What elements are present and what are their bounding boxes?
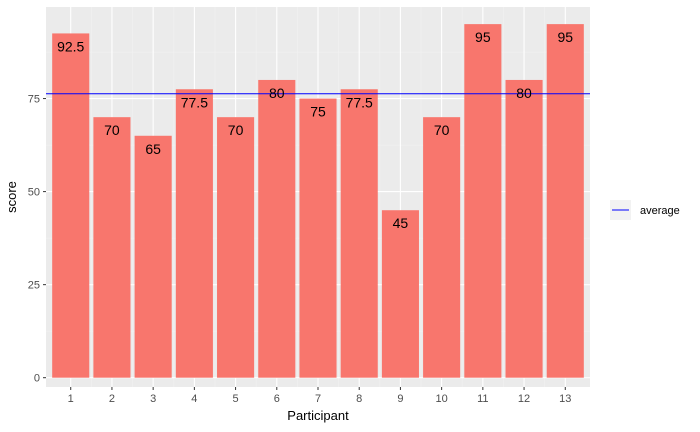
bar-value-label: 70 xyxy=(104,122,120,138)
x-tick-label: 7 xyxy=(315,393,321,405)
bar-9 xyxy=(381,210,419,378)
x-tick-label: 3 xyxy=(150,393,156,405)
bar-value-label: 70 xyxy=(228,122,244,138)
x-tick-label: 10 xyxy=(436,393,448,405)
bar-11 xyxy=(464,24,502,378)
legend-label-average: average xyxy=(640,205,680,217)
x-tick-label: 9 xyxy=(397,393,403,405)
bar-6 xyxy=(258,79,296,378)
bar-value-label: 95 xyxy=(557,29,573,45)
bar-5 xyxy=(217,117,255,378)
bar-1 xyxy=(52,33,90,378)
bar-value-label: 77.5 xyxy=(181,94,208,110)
bars xyxy=(52,24,584,378)
bar-value-label: 80 xyxy=(269,85,285,101)
bar-10 xyxy=(423,117,461,378)
legend: average xyxy=(610,200,680,220)
bar-13 xyxy=(546,24,584,378)
x-tick-label: 6 xyxy=(274,393,280,405)
bar-value-label: 70 xyxy=(434,122,450,138)
bar-2 xyxy=(93,117,131,378)
x-tick-label: 11 xyxy=(477,393,488,405)
bar-12 xyxy=(505,79,543,378)
x-tick-label: 13 xyxy=(559,393,571,405)
x-axis-ticks: 1 2 3 4 5 6 7 8 9 10 11 12 13 xyxy=(68,387,571,405)
x-axis-title: Participant xyxy=(287,408,349,423)
bar-value-label: 92.5 xyxy=(57,38,84,54)
y-axis-title: score xyxy=(4,181,19,213)
bar-4 xyxy=(175,89,213,378)
bar-value-label: 45 xyxy=(393,215,409,231)
bar-value-label: 80 xyxy=(516,85,532,101)
bar-8 xyxy=(340,89,378,378)
x-tick-label: 1 xyxy=(68,393,74,405)
bar-value-label: 95 xyxy=(475,29,491,45)
y-axis-ticks: 0 25 50 75 xyxy=(28,94,46,385)
bar-value-label: 77.5 xyxy=(346,94,373,110)
x-tick-label: 12 xyxy=(518,393,530,405)
x-tick-label: 5 xyxy=(233,393,239,405)
bar-7 xyxy=(299,98,337,378)
bar-value-label: 75 xyxy=(310,104,326,120)
bar-value-label: 65 xyxy=(145,141,161,157)
y-tick-label: 75 xyxy=(28,94,40,106)
x-tick-label: 8 xyxy=(356,393,362,405)
y-tick-label: 25 xyxy=(28,280,40,292)
x-tick-label: 4 xyxy=(191,393,197,405)
bar-value-labels: 92.5 70 65 77.5 70 80 75 77.5 45 70 95 80 95 xyxy=(57,29,573,231)
bar-3 xyxy=(134,135,172,378)
x-tick-label: 2 xyxy=(109,393,115,405)
y-tick-label: 50 xyxy=(28,187,40,199)
y-tick-label: 0 xyxy=(34,373,40,385)
